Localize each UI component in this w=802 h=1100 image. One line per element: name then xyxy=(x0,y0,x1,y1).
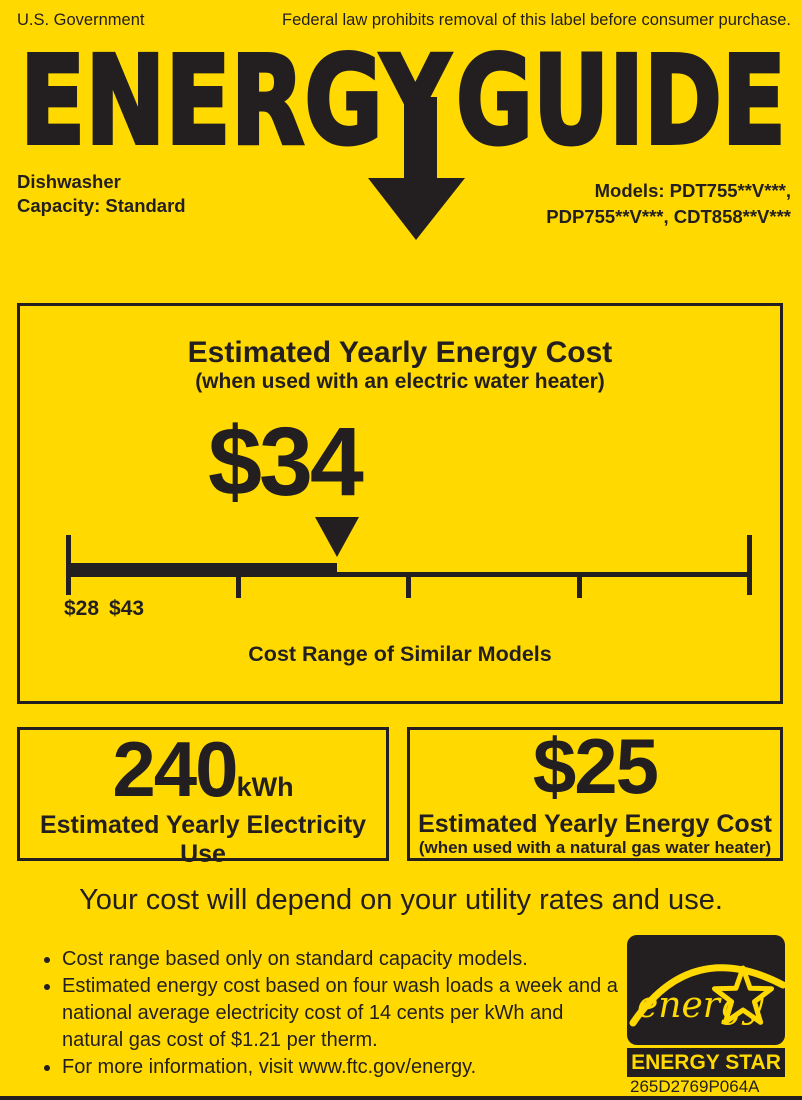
gas-cost-caption: Estimated Yearly Energy Cost xyxy=(418,810,772,838)
scale-line xyxy=(66,572,752,577)
footnote-item: For more information, visit www.ftc.gov/… xyxy=(62,1054,625,1081)
energy-star-star-icon xyxy=(712,965,774,1025)
appliance-capacity: Capacity: Standard xyxy=(17,195,186,216)
appliance-type: Dishwasher xyxy=(17,171,121,192)
bottom-edge-rule xyxy=(0,1096,802,1100)
logo-guide-text: GUIDE xyxy=(456,45,786,172)
logo-energy-text: ENERGY xyxy=(20,45,451,172)
scale-left-end-tick xyxy=(66,535,71,595)
scale-right-end-tick xyxy=(747,535,752,595)
energy-star-arc xyxy=(629,964,787,1027)
gas-cost-box xyxy=(407,727,783,861)
electricity-use-value-group: 240 kWh xyxy=(17,725,389,813)
footnote-item: Cost range based only on standard capaci… xyxy=(62,946,625,973)
down-arrow-icon xyxy=(368,97,465,240)
models-line-1: Models: PDT755**V***, xyxy=(594,180,791,201)
yearly-cost-subtitle: (when used with an electric water heater… xyxy=(195,370,605,393)
energy-star-logo: energy xyxy=(627,935,787,1045)
energy-star-wordmark: ENERGY STAR xyxy=(627,1048,785,1077)
gas-cost-value: $25 xyxy=(532,722,659,810)
range-max-label: $43 xyxy=(109,597,145,620)
cost-range-caption: Cost Range of Similar Models xyxy=(248,642,552,666)
label-part-number: 265D2769P064A xyxy=(630,1077,760,1096)
energy-star-label: ENERGY STAR xyxy=(631,1050,781,1074)
scale-mid-tick xyxy=(577,577,582,598)
scale-mid-tick xyxy=(236,577,241,598)
us-government-text: U.S. Government xyxy=(17,11,145,29)
footnote-item: Estimated energy cost based on four wash… xyxy=(62,973,625,1054)
appliance-info: Dishwasher Capacity: Standard xyxy=(17,170,186,218)
gas-cost-subcaption: (when used with a natural gas water heat… xyxy=(418,838,772,857)
model-numbers: Models: PDT755**V***, PDP755**V***, CDT8… xyxy=(546,178,791,230)
electricity-use-caption: Estimated Yearly Electricity Use xyxy=(39,811,367,868)
scale-mid-tick xyxy=(406,577,411,598)
federal-law-notice: Federal law prohibits removal of this la… xyxy=(281,11,791,29)
energyguide-logo: ENERGY GUIDE xyxy=(18,45,788,240)
yearly-cost-box xyxy=(17,303,783,704)
electricity-use-unit: kWh xyxy=(236,772,294,802)
electricity-use-value: 240 xyxy=(112,725,238,813)
electricity-use-box xyxy=(17,727,389,861)
range-min-label: $28 xyxy=(64,597,100,620)
footnotes-list: Cost range based only on standard capaci… xyxy=(40,946,625,1081)
models-line-2: PDP755**V***, CDT858**V*** xyxy=(546,206,791,227)
yearly-cost-title: Estimated Yearly Energy Cost xyxy=(187,336,613,369)
cost-range-values: $28 $43 xyxy=(64,597,144,621)
utility-rates-note: Your cost will depend on your utility ra… xyxy=(79,884,723,916)
estimated-cost-value: $34 xyxy=(208,407,364,516)
cost-pointer-icon xyxy=(315,517,359,557)
